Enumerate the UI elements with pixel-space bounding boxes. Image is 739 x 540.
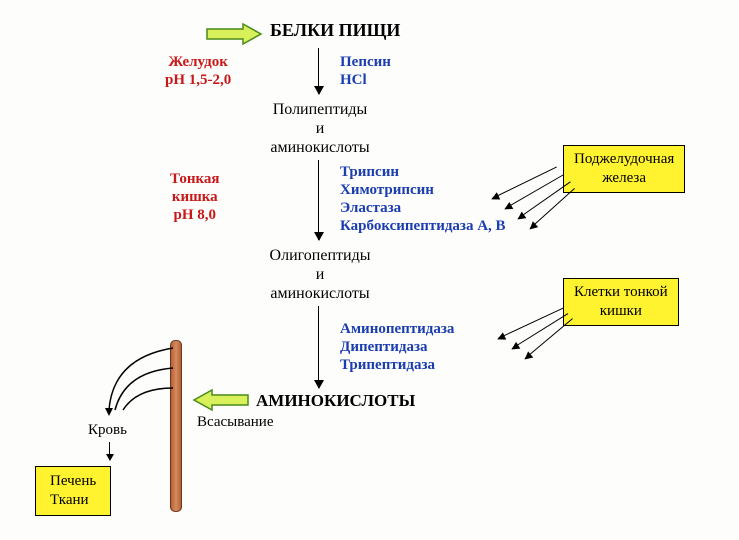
loc2-l3: pH 8,0	[170, 206, 220, 224]
e1-l1: Пепсин	[340, 53, 391, 71]
intermediate-polypeptides: Полипептиды и аминокислоты	[260, 100, 380, 158]
box-liver-tissues: Печень Ткани	[35, 466, 111, 516]
dest-l2: Ткани	[50, 491, 96, 510]
e2-l3: Эластаза	[340, 199, 506, 217]
loc1-l2: pH 1,5-2,0	[165, 71, 231, 89]
label-absorption: Всасывание	[197, 413, 274, 431]
intermediate-oligopeptides: Олигопептиды и аминокислоты	[258, 246, 382, 304]
arrow-to-title	[205, 22, 263, 46]
i2-l3: аминокислоты	[258, 284, 382, 303]
arrow-stage2	[318, 160, 319, 240]
e1-l2: HCl	[340, 71, 391, 89]
e3-l2: Дипептидаза	[340, 338, 454, 356]
result-amino-acids: АМИНОКИСЛОТЫ	[256, 391, 415, 411]
e2-l2: Химотрипсин	[340, 181, 506, 199]
dest-l1: Печень	[50, 472, 96, 491]
cells-l2: кишки	[574, 302, 668, 321]
location-stomach: Желудок pH 1,5-2,0	[165, 53, 231, 89]
enzymes-stage2: Трипсин Химотрипсин Эластаза Карбоксипеп…	[340, 163, 506, 235]
i2-l2: и	[258, 265, 382, 284]
box-pancreas: Поджелудочная железа	[563, 145, 685, 193]
enzymes-stage1: Пепсин HCl	[340, 53, 391, 89]
e2-l4: Карбоксипептидаза A, B	[340, 217, 506, 235]
box-intestine-cells: Клетки тонкой кишки	[563, 278, 679, 326]
arrow-absorption	[192, 388, 250, 412]
title-food-proteins: БЕЛКИ ПИЩИ	[270, 20, 400, 42]
loc2-l1: Тонкая	[170, 170, 220, 188]
i1-l2: и	[260, 119, 380, 138]
arrow-stage3	[318, 306, 319, 388]
panc-l2: железа	[574, 169, 674, 188]
arrow-stage1	[318, 48, 319, 94]
arrow-blood-to-liver	[109, 442, 110, 460]
i1-l3: аминокислоты	[260, 138, 380, 157]
i2-l1: Олигопептиды	[258, 246, 382, 265]
enzymes-stage3: Аминопептидаза Дипептидаза Трипептидаза	[340, 320, 454, 374]
loc1-l1: Желудок	[165, 53, 231, 71]
panc-l1: Поджелудочная	[574, 150, 674, 169]
e3-l1: Аминопептидаза	[340, 320, 454, 338]
e2-l1: Трипсин	[340, 163, 506, 181]
location-small-intestine: Тонкая кишка pH 8,0	[170, 170, 220, 224]
label-blood: Кровь	[88, 421, 127, 439]
e3-l3: Трипептидаза	[340, 356, 454, 374]
cells-l1: Клетки тонкой	[574, 283, 668, 302]
i1-l1: Полипептиды	[260, 100, 380, 119]
blood-flow-curves	[95, 340, 185, 430]
loc2-l2: кишка	[170, 188, 220, 206]
